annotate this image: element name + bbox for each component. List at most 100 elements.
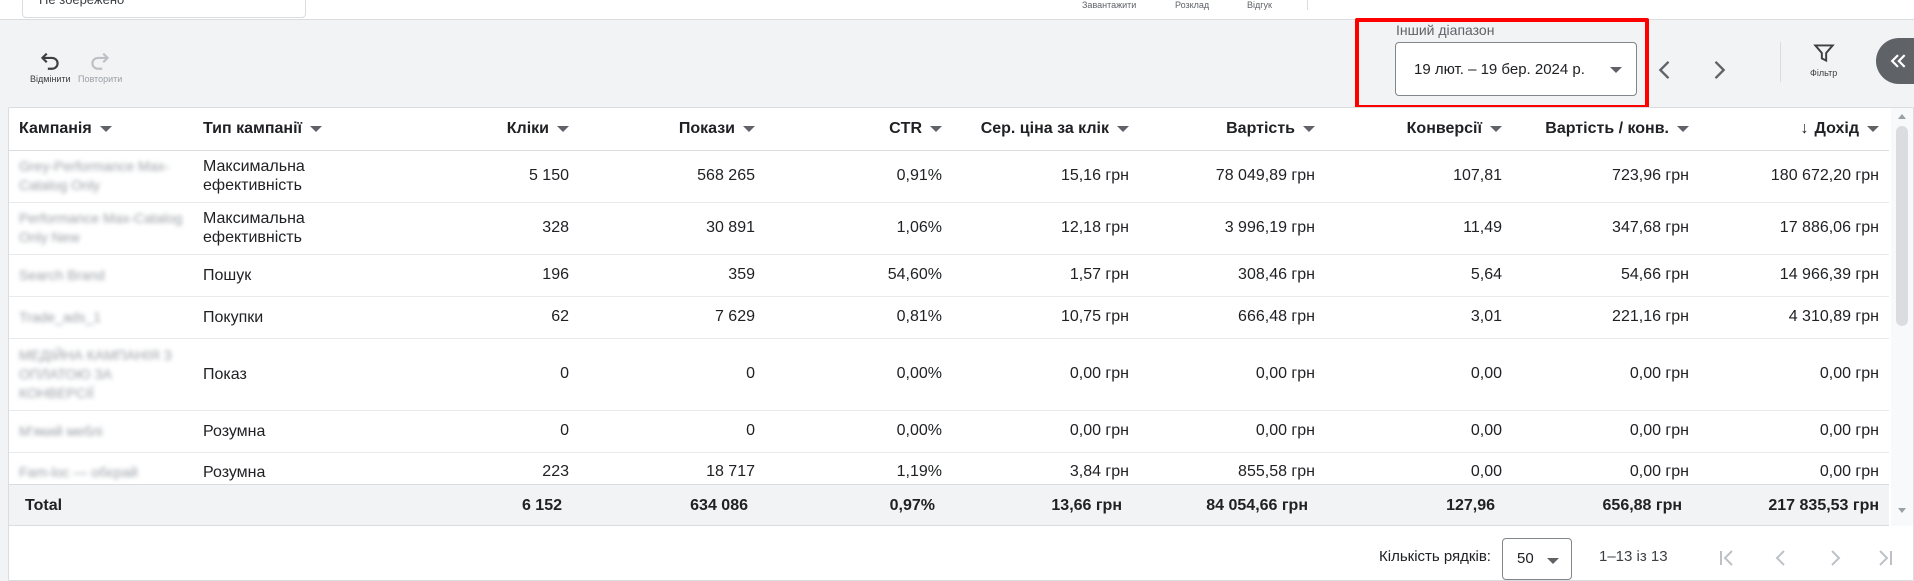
column-header-cost[interactable]: Вартість — [1139, 108, 1325, 151]
cell-impressions: 7 629 — [579, 296, 765, 339]
cell-cost: 855,58 грн — [1139, 452, 1325, 485]
cell-revenue: 17 886,06 грн — [1699, 202, 1889, 255]
date-range-select[interactable]: 19 лют. – 19 бер. 2024 р. — [1395, 42, 1637, 96]
scroll-down-icon[interactable] — [1898, 508, 1906, 513]
column-header-ctr[interactable]: CTR — [765, 108, 952, 151]
date-range-label: Інший діапазон — [1396, 22, 1495, 38]
column-header-cost-per-conv[interactable]: Вартість / конв. — [1512, 108, 1699, 151]
cell-cost: 3 996,19 грн — [1139, 202, 1325, 255]
cell-conversions: 11,49 — [1325, 202, 1512, 255]
collapse-panel-button[interactable] — [1876, 38, 1914, 84]
campaign-name[interactable]: Search Brand — [19, 266, 105, 283]
cell-ctr: 0,00% — [765, 338, 952, 411]
campaign-name[interactable]: Performance Max-Catalog Only New — [19, 210, 183, 245]
campaign-name[interactable]: Trade_ads_1 — [19, 308, 101, 325]
cell-cost: 0,00 грн — [1139, 338, 1325, 411]
total-clicks: 6 152 — [521, 497, 562, 514]
cell-clicks: 5 150 — [379, 150, 579, 203]
table-row[interactable]: Search Brand Пошук 196 359 54,60% 1,57 грн 308… — [9, 254, 1889, 297]
cell-revenue: 0,00 грн — [1699, 410, 1889, 453]
double-chevron-left-icon — [1890, 54, 1906, 68]
sort-caret-icon — [99, 125, 112, 132]
cell-cost-per-conv: 0,00 грн — [1512, 338, 1699, 411]
campaign-name[interactable]: М'який меблі — [19, 422, 103, 439]
cell-clicks: 328 — [379, 202, 579, 255]
table-row[interactable]: М'який меблі Розумна 0 0 0,00% 0,00 грн 0,00 г… — [9, 410, 1889, 453]
filter-icon — [1812, 44, 1835, 63]
cell-clicks: 0 — [379, 410, 579, 453]
column-header-revenue[interactable]: ↓ Дохід — [1699, 108, 1889, 151]
table-row[interactable]: Fam-loc — обєрай Розумна 223 18 717 1,19% 3,8… — [9, 452, 1889, 485]
rows-per-page-value: 50 — [1517, 550, 1534, 567]
rows-per-page-select[interactable]: 50 — [1502, 538, 1572, 580]
schedule-label[interactable]: Розклад — [1175, 0, 1210, 10]
previous-page-icon[interactable] — [1769, 546, 1793, 570]
undo-label: Відмінити — [30, 74, 71, 84]
total-cpc: 13,66 грн — [1051, 497, 1122, 514]
date-range-value: 19 лют. – 19 бер. 2024 р. — [1414, 60, 1585, 78]
previous-period-button[interactable] — [1651, 56, 1679, 84]
cell-impressions: 0 — [579, 410, 765, 453]
sort-caret-icon — [310, 125, 323, 132]
filter-button[interactable]: Фільтр — [1810, 40, 1837, 78]
feedback-label[interactable]: Відгук — [1247, 0, 1272, 10]
sort-caret-icon — [1490, 125, 1502, 132]
toolbar: Відмінити Повторити Інший діапазон 19 лю… — [0, 18, 1914, 109]
column-header-clicks[interactable]: Кліки — [379, 108, 579, 151]
total-conversions: 127,96 — [1446, 497, 1495, 514]
table-header-row: Кампанія Тип кампанії Кліки Покази CTR С… — [9, 108, 1889, 151]
arrow-down-icon: ↓ — [1800, 119, 1809, 137]
vertical-scrollbar[interactable] — [1891, 108, 1913, 526]
saved-view-select[interactable]: Не збережено — [22, 0, 306, 18]
top-divider — [1307, 0, 1308, 10]
total-ctr: 0,97% — [889, 497, 935, 514]
first-page-icon[interactable] — [1715, 546, 1739, 570]
cell-cost: 666,48 грн — [1139, 296, 1325, 339]
column-header-conversions[interactable]: Конверсії — [1325, 108, 1512, 151]
scroll-up-icon[interactable] — [1898, 114, 1906, 119]
pagination-range: 1–13 із 13 — [1599, 548, 1668, 565]
table-row[interactable]: МЕДІЙНА КАМПАНІЯ З ОПЛАТОЮ ЗА КОНВЕРСІЇ П… — [9, 338, 1889, 411]
column-header-campaign[interactable]: Кампанія — [9, 108, 193, 151]
campaign-name[interactable]: МЕДІЙНА КАМПАНІЯ З ОПЛАТОЮ ЗА КОНВЕРСІЇ — [19, 346, 172, 401]
cell-cpc: 10,75 грн — [952, 296, 1139, 339]
sort-caret-icon — [930, 125, 942, 132]
total-row: Total 6 152 634 086 0,97% 13,66 грн 84 0… — [9, 484, 1889, 526]
campaign-name[interactable]: Fam-loc — обєрай — [19, 463, 138, 480]
table-row[interactable]: Trade_ads_1 Покупки 62 7 629 0,81% 10,75 грн 6… — [9, 296, 1889, 339]
cell-revenue: 0,00 грн — [1699, 338, 1889, 411]
table-row[interactable]: Performance Max-Catalog Only New Максимал… — [9, 202, 1889, 255]
column-header-cpc[interactable]: Сер. ціна за клік — [952, 108, 1139, 151]
campaign-name[interactable]: Grey-Performance Max-Catalog Only — [19, 158, 170, 193]
redo-button[interactable]: Повторити — [78, 46, 122, 84]
cell-cpc: 3,84 грн — [952, 452, 1139, 485]
table-row[interactable]: Grey-Performance Max-Catalog Only Максима… — [9, 150, 1889, 203]
cell-revenue: 4 310,89 грн — [1699, 296, 1889, 339]
cell-cost-per-conv: 0,00 грн — [1512, 452, 1699, 485]
cell-ctr: 1,19% — [765, 452, 952, 485]
cell-impressions: 18 717 — [579, 452, 765, 485]
next-period-button[interactable] — [1705, 56, 1733, 84]
cell-ctr: 0,91% — [765, 150, 952, 203]
cell-ctr: 0,00% — [765, 410, 952, 453]
cell-cost-per-conv: 723,96 грн — [1512, 150, 1699, 203]
cell-impressions: 0 — [579, 338, 765, 411]
last-page-icon[interactable] — [1873, 546, 1897, 570]
campaign-type: Показ — [193, 338, 379, 411]
cell-clicks: 0 — [379, 338, 579, 411]
campaign-type: Максимальна ефективність — [193, 150, 379, 203]
scrollbar-thumb[interactable] — [1896, 126, 1908, 326]
cell-cpc: 12,18 грн — [952, 202, 1139, 255]
cell-conversions: 0,00 — [1325, 452, 1512, 485]
cell-conversions: 5,64 — [1325, 254, 1512, 297]
redo-label: Повторити — [78, 74, 123, 84]
cell-clicks: 62 — [379, 296, 579, 339]
download-label[interactable]: Завантажити — [1082, 0, 1137, 10]
sort-caret-icon — [1303, 125, 1315, 132]
next-page-icon[interactable] — [1823, 546, 1847, 570]
table-scroll-area[interactable]: Кампанія Тип кампанії Кліки Покази CTR С… — [9, 108, 1889, 485]
column-header-type[interactable]: Тип кампанії — [193, 108, 379, 151]
sort-caret-icon — [1867, 125, 1879, 132]
column-header-impressions[interactable]: Покази — [579, 108, 765, 151]
undo-button[interactable]: Відмінити — [30, 46, 71, 84]
